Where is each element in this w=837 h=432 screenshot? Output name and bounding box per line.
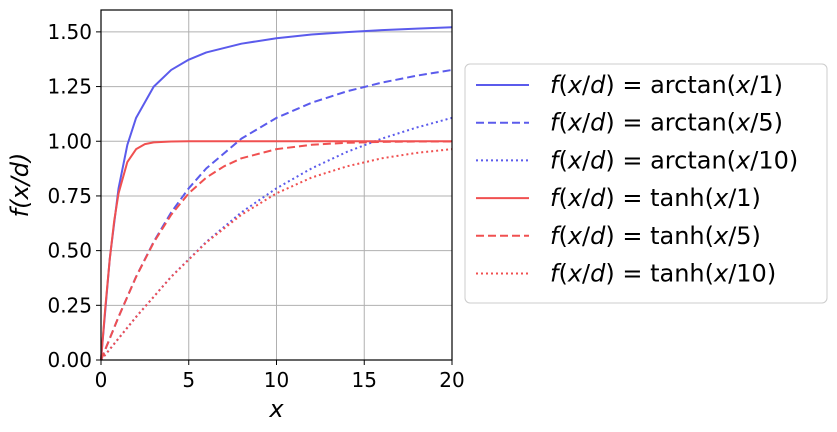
x-tick-label: 15 bbox=[352, 368, 377, 392]
legend-label-2: f(x/d) = arctan(x/5) bbox=[550, 109, 783, 137]
series-line-1 bbox=[100, 26, 453, 361]
legend: f(x/d) = arctan(x/1) f(x/d) = arctan(x/5)… bbox=[464, 63, 828, 304]
y-tick-label: 0.25 bbox=[47, 293, 92, 317]
axis-ticks: 0 5 10 15 20 0.00 0.25 0.50 0.75 1.00 1.25 1.50 bbox=[47, 20, 464, 392]
x-tick-label: 5 bbox=[182, 368, 195, 392]
legend-label-4: f(x/d) = tanh(x/1) bbox=[550, 184, 761, 212]
series-line-6 bbox=[100, 148, 453, 361]
series-lines bbox=[100, 26, 453, 361]
y-tick-label: 0.50 bbox=[47, 239, 92, 263]
x-tick-label: 10 bbox=[264, 368, 289, 392]
x-axis-label: x bbox=[268, 395, 284, 423]
legend-label-6: f(x/d) = tanh(x/10) bbox=[550, 260, 776, 288]
y-tick-label: 0.00 bbox=[47, 348, 92, 372]
x-tick-label: 20 bbox=[439, 368, 464, 392]
y-tick-label: 0.75 bbox=[47, 184, 92, 208]
grid-lines bbox=[100, 10, 453, 361]
legend-label-3: f(x/d) = arctan(x/10) bbox=[550, 146, 798, 174]
series-line-4 bbox=[100, 140, 452, 361]
legend-label-1: f(x/d) = arctan(x/1) bbox=[550, 71, 783, 99]
series-line-5 bbox=[100, 140, 452, 361]
x-tick-label: 0 bbox=[95, 368, 108, 392]
y-tick-label: 1.50 bbox=[47, 20, 92, 44]
legend-label-5: f(x/d) = tanh(x/5) bbox=[550, 222, 761, 250]
y-axis-label: f(x/d) bbox=[6, 153, 34, 218]
y-tick-label: 1.25 bbox=[47, 75, 92, 99]
y-tick-label: 1.00 bbox=[47, 129, 92, 153]
legend-box bbox=[464, 63, 828, 304]
